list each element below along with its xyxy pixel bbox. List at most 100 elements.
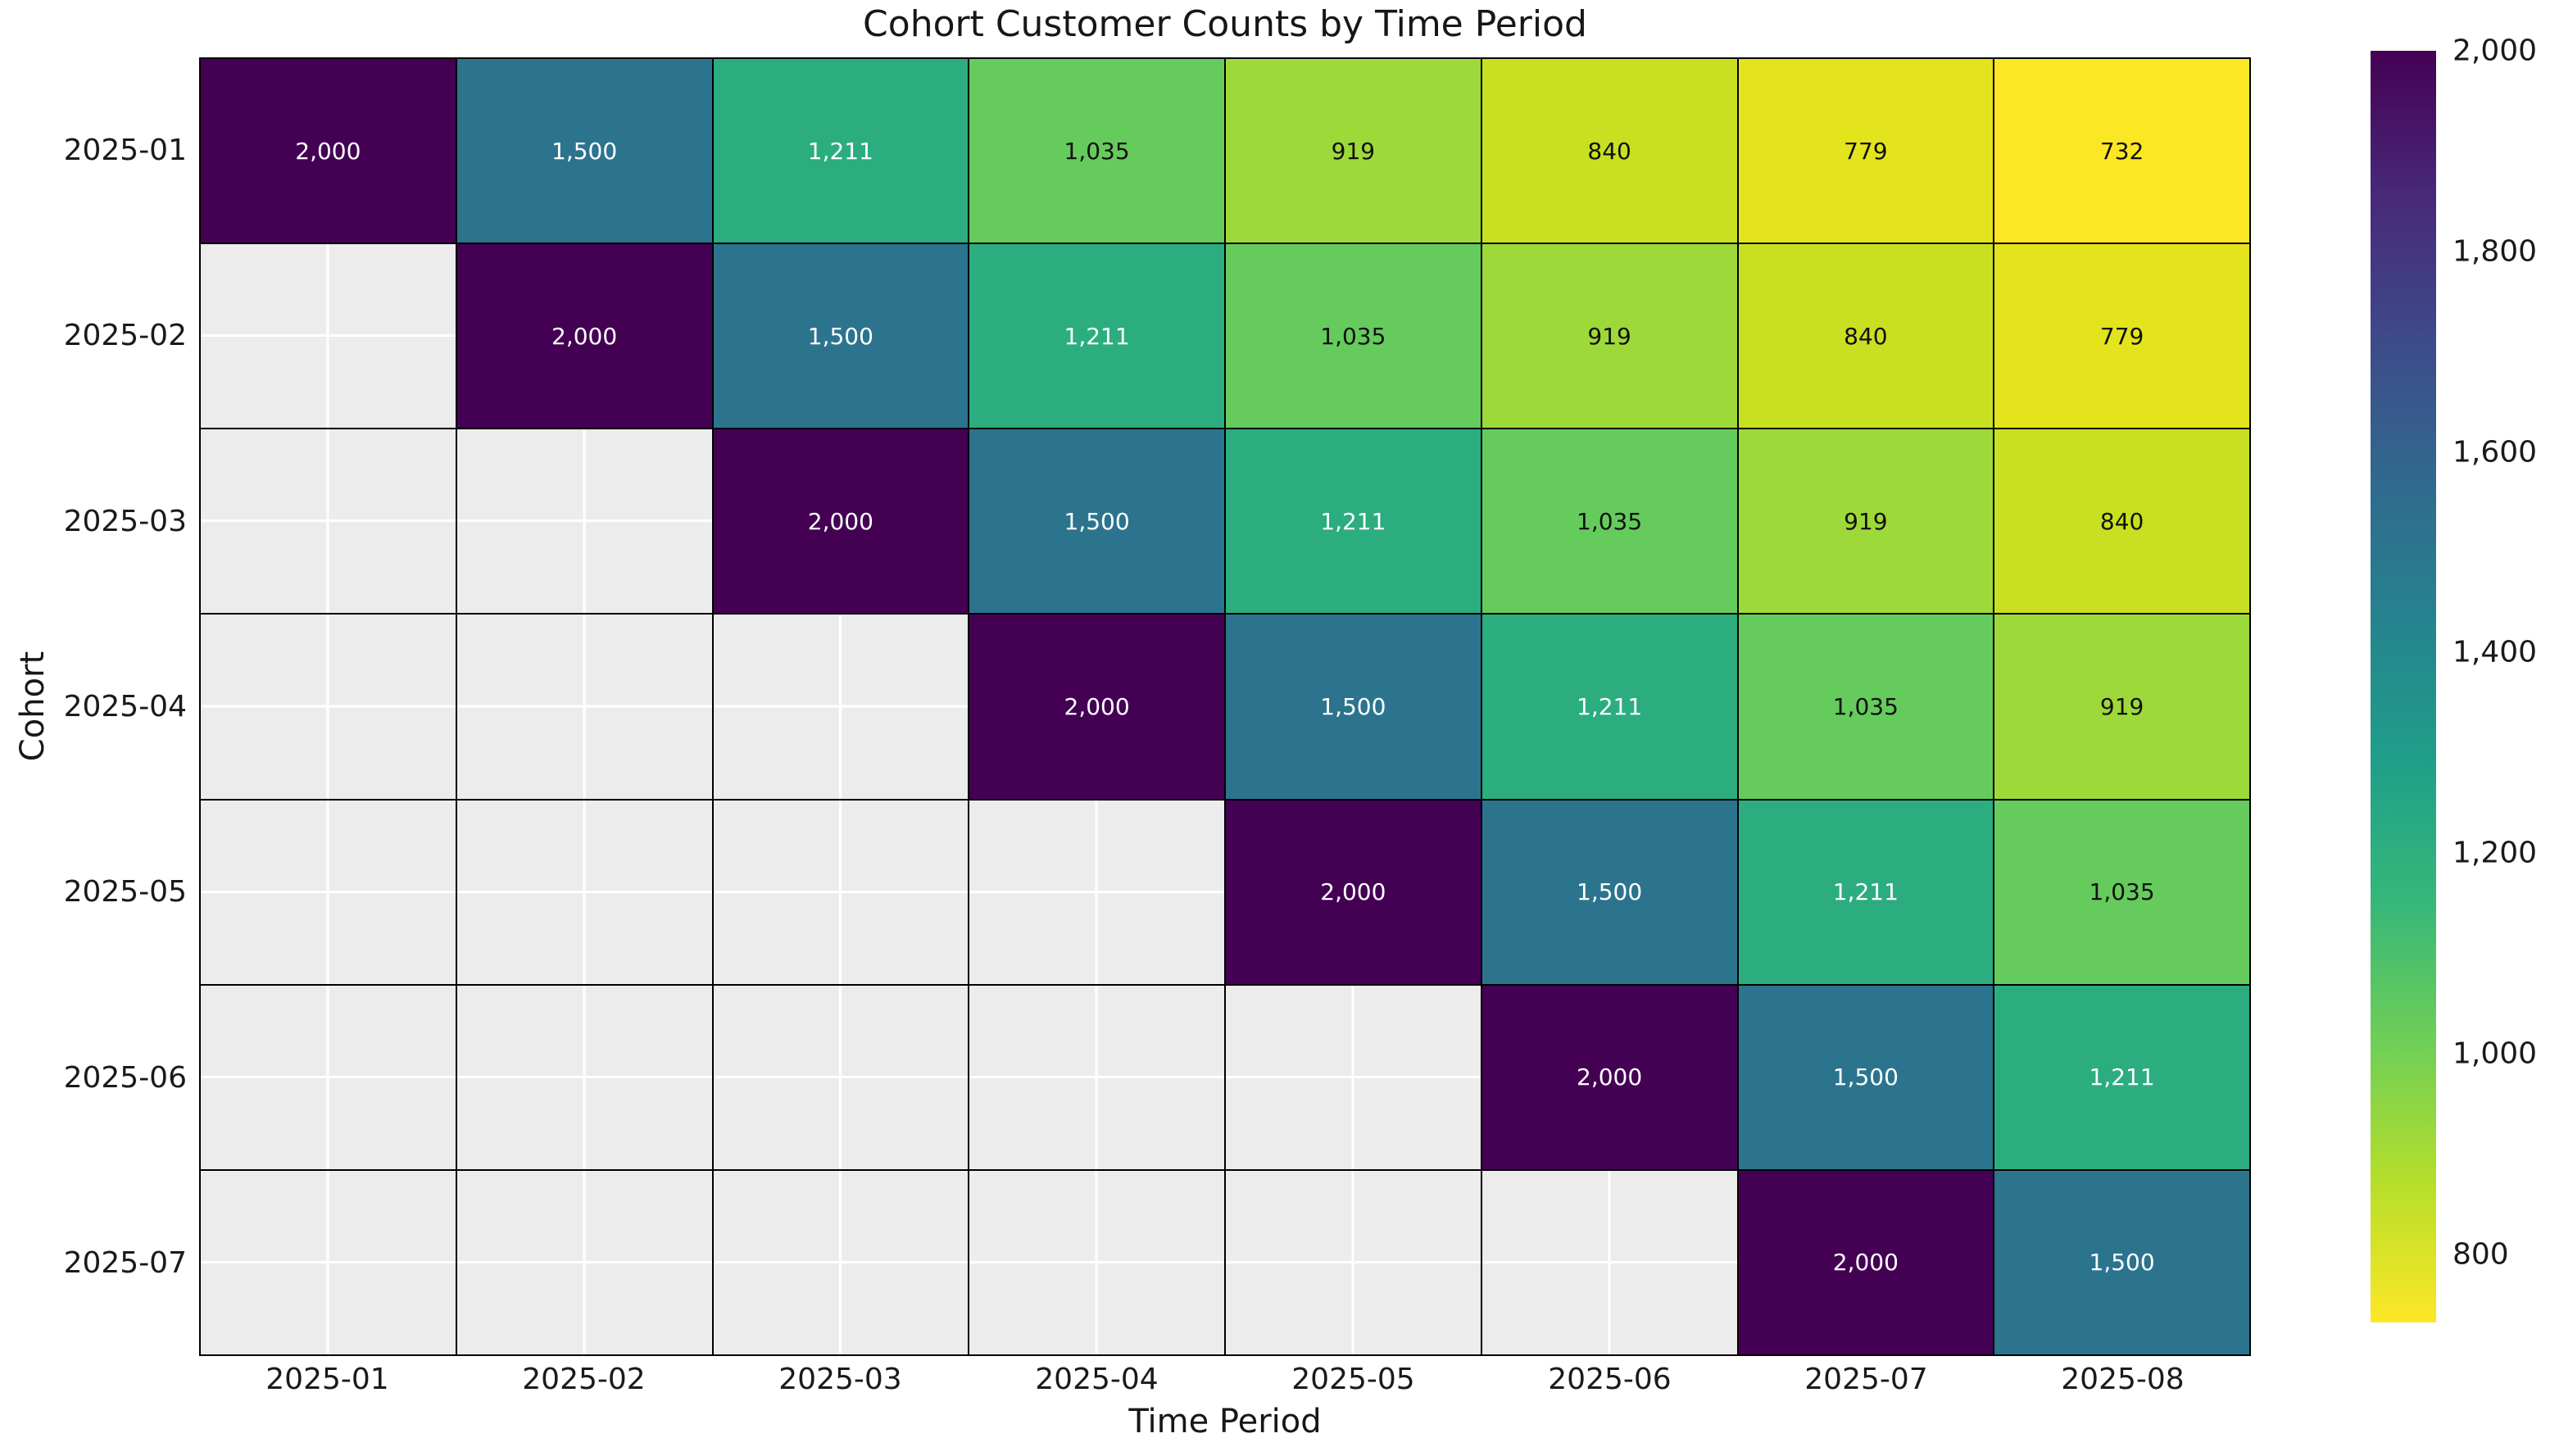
- heatmap-cell: 1,035: [1481, 429, 1737, 614]
- colorbar-gradient: [2371, 51, 2436, 1322]
- colorbar-tick-label: 1,400: [2452, 635, 2538, 669]
- colorbar-tick-label: 1,000: [2452, 1036, 2538, 1071]
- heatmap-cell: 1,035: [969, 59, 1224, 243]
- y-tick-label: 2025-05: [63, 875, 187, 909]
- heatmap-cell: 2,000: [713, 429, 969, 614]
- heatmap-cell-empty: [1226, 985, 1481, 1169]
- cell-value: 1,035: [1832, 692, 1899, 720]
- heatmap-cell-empty: [201, 800, 456, 984]
- heatmap-cell-empty: [456, 800, 712, 984]
- heatmap-cell-empty: [201, 429, 456, 614]
- heatmap-cell: 919: [1481, 244, 1737, 429]
- cell-value: 919: [1331, 137, 1376, 165]
- heatmap-cell: 1,500: [969, 429, 1224, 614]
- cell-value: 1,211: [1577, 692, 1643, 720]
- heatmap-cell: 919: [1738, 429, 1994, 614]
- heatmap-cell: 1,500: [1481, 800, 1737, 984]
- cell-value: 2,000: [295, 137, 361, 165]
- heatmap-cell-empty: [456, 1170, 712, 1354]
- cell-value: 840: [1587, 137, 1631, 165]
- y-tick-label: 2025-07: [63, 1246, 187, 1281]
- cell-value: 2,000: [1320, 878, 1386, 906]
- cell-value: 2,000: [551, 322, 618, 350]
- heatmap-cell: 779: [1738, 59, 1994, 243]
- heatmap-cell: 1,211: [1994, 985, 2249, 1169]
- colorbar-tick-labels: 2,000 1,800 1,600 1,400 1,200 1,000 800: [2452, 34, 2550, 1322]
- cell-value: 840: [1844, 322, 1888, 350]
- cell-value: 1,500: [1320, 692, 1386, 720]
- heatmap-cell-empty: [456, 615, 712, 799]
- cell-value: 1,211: [1320, 507, 1386, 535]
- heatmap-cell-empty: [969, 1170, 1224, 1354]
- x-tick-label: 2025-05: [1291, 1363, 1415, 1396]
- heatmap-cell: 2,000: [1481, 985, 1737, 1169]
- heatmap-cell: 1,500: [1994, 1170, 2249, 1354]
- cell-value: 779: [2099, 322, 2144, 350]
- x-tick-label: 2025-02: [522, 1363, 646, 1396]
- cell-value: 1,211: [807, 137, 873, 165]
- heatmap-cell: 1,211: [1226, 429, 1481, 614]
- y-tick-label: 2025-01: [63, 133, 187, 167]
- y-axis-tick-labels: 2025-01 2025-02 2025-03 2025-04 2025-05 2025-…: [0, 57, 187, 1356]
- cell-value: 1,211: [2089, 1064, 2155, 1091]
- heatmap-cell: 2,000: [1226, 800, 1481, 984]
- heatmap-cell: 1,211: [1481, 615, 1737, 799]
- heatmap-cell: 1,500: [713, 244, 969, 429]
- cell-value: 919: [1587, 322, 1631, 350]
- cell-value: 1,035: [1320, 322, 1386, 350]
- heatmap-cell: 1,500: [1226, 615, 1481, 799]
- heatmap-cell: 1,211: [969, 244, 1224, 429]
- colorbar-tick-label: 1,600: [2452, 435, 2538, 469]
- heatmap-cell-empty: [1481, 1170, 1737, 1354]
- cell-value: 1,211: [1832, 878, 1899, 906]
- heatmap-cell-empty: [713, 800, 969, 984]
- cell-value: 2,000: [1064, 692, 1130, 720]
- heatmap-cell: 919: [1994, 615, 2249, 799]
- heatmap-cell: 1,035: [1994, 800, 2249, 984]
- colorbar-tick-label: 2,000: [2452, 34, 2538, 68]
- cell-value: 1,035: [2089, 878, 2155, 906]
- x-tick-label: 2025-04: [1035, 1363, 1159, 1396]
- heatmap-cell: 840: [1738, 244, 1994, 429]
- cell-value: 1,211: [1064, 322, 1130, 350]
- heatmap-cell: 840: [1481, 59, 1737, 243]
- heatmap-cell: 919: [1226, 59, 1481, 243]
- heatmap-cell: 1,500: [456, 59, 712, 243]
- x-axis-tick-labels: 2025-01 2025-02 2025-03 2025-04 2025-05 2025-…: [199, 1363, 2251, 1399]
- heatmap-cell: 779: [1994, 244, 2249, 429]
- cell-value: 919: [2099, 692, 2144, 720]
- x-tick-label: 2025-03: [778, 1363, 902, 1396]
- x-tick-label: 2025-06: [1548, 1363, 1672, 1396]
- heatmap-cell: 2,000: [456, 244, 712, 429]
- x-tick-label: 2025-08: [2061, 1363, 2185, 1396]
- cell-value: 779: [1844, 137, 1888, 165]
- heatmap-cell-empty: [201, 615, 456, 799]
- heatmap-cell: 1,035: [1738, 615, 1994, 799]
- cell-value: 919: [1844, 507, 1888, 535]
- heatmap-cell-empty: [713, 1170, 969, 1354]
- cell-value: 1,500: [551, 137, 618, 165]
- heatmap-cell: 2,000: [201, 59, 456, 243]
- heatmap-cell: 840: [1994, 429, 2249, 614]
- heatmap-cell-empty: [713, 615, 969, 799]
- cell-value: 2,000: [1577, 1064, 1643, 1091]
- heatmap-cell-empty: [969, 800, 1224, 984]
- heatmap-cell: 2,000: [969, 615, 1224, 799]
- heatmap-cell: 1,211: [713, 59, 969, 243]
- x-axis-label: Time Period: [1128, 1403, 1322, 1440]
- heatmap-cell-empty: [969, 985, 1224, 1169]
- cell-value: 1,500: [807, 322, 873, 350]
- cell-value: 1,500: [1064, 507, 1130, 535]
- cell-value: 1,500: [2089, 1249, 2155, 1277]
- heatmap-cell-empty: [456, 429, 712, 614]
- x-tick-label: 2025-07: [1804, 1363, 1928, 1396]
- heatmap-cell: 1,035: [1226, 244, 1481, 429]
- cell-value: 840: [2099, 507, 2144, 535]
- cell-value: 1,035: [1577, 507, 1643, 535]
- y-tick-label: 2025-03: [63, 504, 187, 538]
- heatmap-cell-empty: [201, 244, 456, 429]
- x-tick-label: 2025-01: [265, 1363, 389, 1396]
- cell-value: 2,000: [1832, 1249, 1899, 1277]
- heatmap-grid: 2,000 1,500 1,211 1,035 919 840 779 732 2,000 1,5…: [199, 57, 2251, 1356]
- y-tick-label: 2025-02: [63, 319, 187, 353]
